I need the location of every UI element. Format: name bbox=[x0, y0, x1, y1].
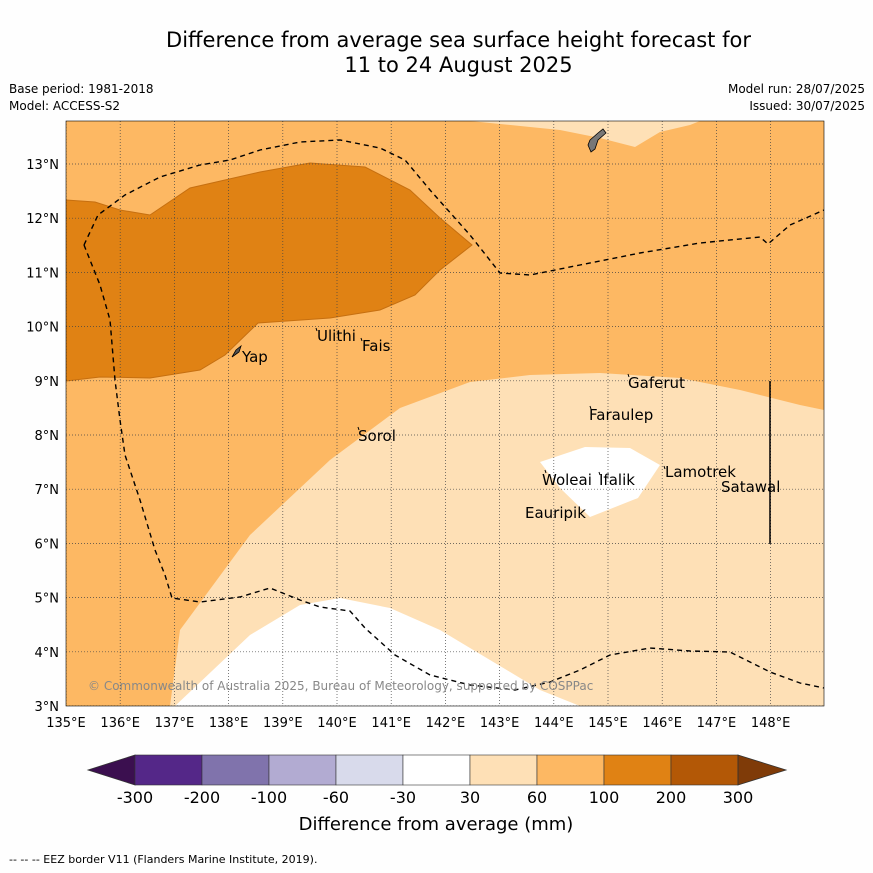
y-tick-label: 10°N bbox=[26, 321, 59, 336]
colorbar-label: Difference from average (mm) bbox=[299, 814, 574, 835]
eez-border-south bbox=[83, 244, 824, 691]
colorbar-segment bbox=[201, 754, 270, 786]
colorbar-extend-high bbox=[737, 754, 788, 786]
colorbar-segment bbox=[469, 754, 538, 786]
x-tick-label: 143°E bbox=[480, 716, 520, 731]
x-tick-label: 145°E bbox=[588, 716, 628, 731]
colorbar-tick-label: -300 bbox=[117, 788, 153, 807]
colorbar-segment bbox=[268, 754, 337, 786]
colorbar-tick-label: -200 bbox=[184, 788, 220, 807]
colorbar-segment bbox=[670, 754, 739, 786]
issued-date: Issued: 30/07/2025 bbox=[749, 99, 865, 113]
colorbar-tick-label: 300 bbox=[723, 788, 754, 807]
place-ulithi: Ulithi bbox=[317, 327, 356, 345]
x-tick-label: 147°E bbox=[697, 716, 737, 731]
place-satawal: Satawal bbox=[721, 478, 780, 496]
place-faraulep: Faraulep bbox=[589, 406, 653, 424]
title-line-2: 11 to 24 August 2025 bbox=[344, 53, 573, 77]
x-tick-label: 146°E bbox=[642, 716, 682, 731]
colorbar-tick-label: 60 bbox=[527, 788, 547, 807]
x-tick-label: 141°E bbox=[371, 716, 411, 731]
title-line-1: Difference from average sea surface heig… bbox=[166, 28, 751, 52]
y-tick-label: 3°N bbox=[35, 700, 60, 715]
place-eauripik: Eauripik bbox=[525, 504, 586, 522]
place-fais: Fais bbox=[362, 337, 391, 355]
colorbar-extend-low bbox=[86, 754, 136, 786]
guam-island bbox=[587, 128, 607, 153]
contour-100 bbox=[66, 162, 473, 382]
y-tick-label: 13°N bbox=[26, 158, 59, 173]
colorbar-tick-label: 100 bbox=[589, 788, 620, 807]
place-labels: Yap Ulithi Fais Gaferut Faraulep Sorol W… bbox=[241, 327, 780, 522]
island-markers bbox=[315, 327, 666, 476]
x-tick-label: 148°E bbox=[751, 716, 791, 731]
band-neutral-south bbox=[175, 598, 580, 706]
x-tick-label: 139°E bbox=[263, 716, 303, 731]
colorbar-tick-label: -30 bbox=[390, 788, 416, 807]
meta-right: Model run: 28/07/2025 Issued: 30/07/2025 bbox=[728, 81, 865, 115]
place-lamotrek: Lamotrek bbox=[665, 463, 736, 481]
map-area bbox=[66, 121, 824, 706]
meta-left: Base period: 1981-2018 Model: ACCESS-S2 bbox=[9, 81, 154, 115]
map-title: Difference from average sea surface heig… bbox=[60, 28, 857, 78]
colorbar-tick-label: -60 bbox=[323, 788, 349, 807]
colorbar-segment bbox=[134, 754, 203, 786]
place-woleai: Woleai bbox=[542, 471, 592, 489]
colorbar-tick-label: -100 bbox=[251, 788, 287, 807]
eez-legend-note: -- -- -- EEZ border V11 (Flanders Marine… bbox=[9, 853, 318, 866]
colorbar-tick-label: 200 bbox=[656, 788, 687, 807]
band-100-200 bbox=[66, 163, 472, 381]
colorbar bbox=[86, 754, 788, 786]
y-tick-label: 8°N bbox=[35, 429, 60, 444]
y-tick-label: 4°N bbox=[35, 646, 60, 661]
colorbar-segment bbox=[603, 754, 672, 786]
band-neutral-center bbox=[540, 447, 660, 517]
x-tick-label: 136°E bbox=[100, 716, 140, 731]
x-tick-label: 142°E bbox=[426, 716, 466, 731]
y-tick-label: 7°N bbox=[35, 483, 60, 498]
x-tick-label: 140°E bbox=[317, 716, 357, 731]
y-tick-label: 6°N bbox=[35, 537, 60, 552]
copyright-notice: © Commonwealth of Australia 2025, Bureau… bbox=[88, 679, 593, 693]
yap-island bbox=[231, 344, 242, 358]
x-tick-label: 137°E bbox=[155, 716, 195, 731]
x-axis-ticks: 135°E 136°E 137°E 138°E 139°E 140°E 141°E 142°E… bbox=[46, 716, 790, 731]
x-tick-label: 138°E bbox=[209, 716, 249, 731]
colorbar-segment bbox=[536, 754, 605, 786]
y-tick-label: 5°N bbox=[35, 592, 60, 607]
y-tick-label: 11°N bbox=[26, 266, 59, 281]
place-sorol: Sorol bbox=[358, 427, 396, 445]
place-ifalik: Ifalik bbox=[599, 471, 635, 489]
base-period: Base period: 1981-2018 bbox=[9, 82, 154, 96]
x-tick-label: 135°E bbox=[46, 716, 86, 731]
place-gaferut: Gaferut bbox=[628, 374, 685, 392]
y-tick-label: 12°N bbox=[26, 212, 59, 227]
y-axis-ticks: 13°N 12°N 11°N 10°N 9°N 8°N 7°N 6°N 5°N 4°N 3°N bbox=[26, 158, 59, 715]
colorbar-segment bbox=[335, 754, 404, 786]
model-run: Model run: 28/07/2025 bbox=[727, 82, 865, 96]
eez-border-north bbox=[83, 139, 824, 276]
gridlines bbox=[66, 121, 824, 706]
model-name: Model: ACCESS-S2 bbox=[9, 99, 121, 113]
map-frame bbox=[65, 120, 825, 707]
colorbar-tick-label: 30 bbox=[460, 788, 480, 807]
place-yap: Yap bbox=[241, 348, 268, 366]
y-tick-label: 9°N bbox=[35, 375, 60, 390]
band-30-60-top bbox=[470, 121, 700, 147]
colorbar-segment bbox=[402, 754, 471, 786]
x-tick-label: 144°E bbox=[534, 716, 574, 731]
colorbar-ticks: -300 -200 -100 -60 -30 30 60 100 200 300 bbox=[117, 788, 753, 807]
